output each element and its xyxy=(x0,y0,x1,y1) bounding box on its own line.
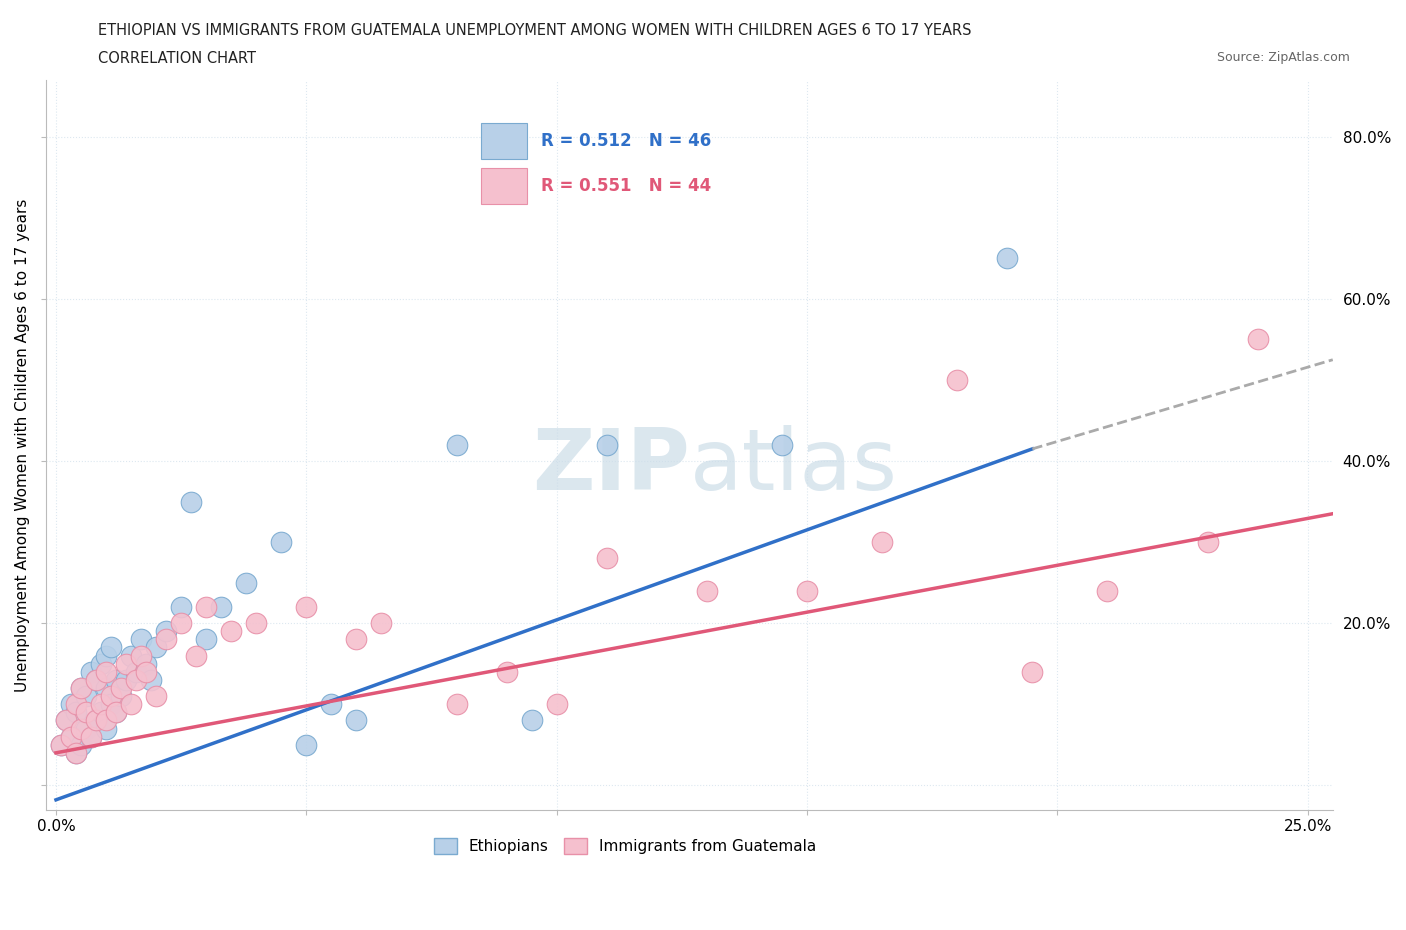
Point xyxy=(65,745,87,760)
Point xyxy=(1097,583,1119,598)
Point xyxy=(596,437,619,452)
Point xyxy=(1197,535,1219,550)
Point xyxy=(105,705,128,720)
Point xyxy=(80,664,103,679)
Point xyxy=(145,688,167,703)
Point xyxy=(70,681,93,696)
Point xyxy=(65,705,87,720)
Point xyxy=(94,664,117,679)
Text: ETHIOPIAN VS IMMIGRANTS FROM GUATEMALA UNEMPLOYMENT AMONG WOMEN WITH CHILDREN AG: ETHIOPIAN VS IMMIGRANTS FROM GUATEMALA U… xyxy=(98,23,972,38)
Point xyxy=(100,697,122,711)
Point xyxy=(321,697,343,711)
Point xyxy=(139,672,162,687)
Point xyxy=(125,672,148,687)
Point xyxy=(100,640,122,655)
Point xyxy=(60,729,83,744)
Point xyxy=(219,624,242,639)
Point xyxy=(186,648,208,663)
Point xyxy=(90,657,112,671)
Point xyxy=(270,535,292,550)
Point xyxy=(295,600,318,615)
Point xyxy=(49,737,72,752)
Point xyxy=(946,373,969,388)
Point xyxy=(195,600,218,615)
Point xyxy=(235,575,257,590)
Point xyxy=(245,616,267,631)
Point xyxy=(596,551,619,565)
Point xyxy=(94,681,117,696)
Point xyxy=(110,688,132,703)
Point xyxy=(446,437,468,452)
Point xyxy=(295,737,318,752)
Point xyxy=(75,688,97,703)
Point xyxy=(70,681,93,696)
Point xyxy=(55,713,77,728)
Point xyxy=(80,729,103,744)
Point xyxy=(344,631,367,646)
Point xyxy=(94,648,117,663)
Point xyxy=(696,583,718,598)
Point xyxy=(75,721,97,736)
Point xyxy=(209,600,232,615)
Point xyxy=(145,640,167,655)
Point xyxy=(180,494,202,509)
Point xyxy=(195,631,218,646)
Point xyxy=(70,721,93,736)
Point xyxy=(55,713,77,728)
Point xyxy=(60,697,83,711)
Point xyxy=(94,713,117,728)
Point xyxy=(120,648,142,663)
Point xyxy=(155,631,177,646)
Point xyxy=(60,729,83,744)
Point xyxy=(446,697,468,711)
Point xyxy=(170,600,193,615)
Point xyxy=(344,713,367,728)
Point xyxy=(94,721,117,736)
Point xyxy=(115,672,138,687)
Point xyxy=(520,713,543,728)
Point xyxy=(70,737,93,752)
Point xyxy=(105,672,128,687)
Point xyxy=(796,583,818,598)
Point xyxy=(84,672,107,687)
Text: Source: ZipAtlas.com: Source: ZipAtlas.com xyxy=(1216,51,1350,64)
Point xyxy=(65,745,87,760)
Legend: Ethiopians, Immigrants from Guatemala: Ethiopians, Immigrants from Guatemala xyxy=(427,832,823,860)
Point xyxy=(84,713,107,728)
Point xyxy=(49,737,72,752)
Point xyxy=(110,681,132,696)
Point xyxy=(100,688,122,703)
Point xyxy=(770,437,793,452)
Point xyxy=(155,624,177,639)
Point xyxy=(115,657,138,671)
Point xyxy=(546,697,568,711)
Point xyxy=(135,657,157,671)
Point xyxy=(135,664,157,679)
Text: CORRELATION CHART: CORRELATION CHART xyxy=(98,51,256,66)
Point xyxy=(129,631,152,646)
Point xyxy=(125,664,148,679)
Point xyxy=(65,697,87,711)
Point xyxy=(75,705,97,720)
Point xyxy=(129,648,152,663)
Point xyxy=(80,729,103,744)
Point xyxy=(995,251,1018,266)
Point xyxy=(90,705,112,720)
Y-axis label: Unemployment Among Women with Children Ages 6 to 17 years: Unemployment Among Women with Children A… xyxy=(15,198,30,692)
Point xyxy=(495,664,517,679)
Point xyxy=(170,616,193,631)
Point xyxy=(90,697,112,711)
Text: atlas: atlas xyxy=(689,425,897,508)
Point xyxy=(84,713,107,728)
Point xyxy=(105,705,128,720)
Point xyxy=(1247,332,1270,347)
Point xyxy=(870,535,893,550)
Point xyxy=(1021,664,1043,679)
Point xyxy=(84,672,107,687)
Point xyxy=(370,616,392,631)
Point xyxy=(120,697,142,711)
Text: ZIP: ZIP xyxy=(531,425,689,508)
